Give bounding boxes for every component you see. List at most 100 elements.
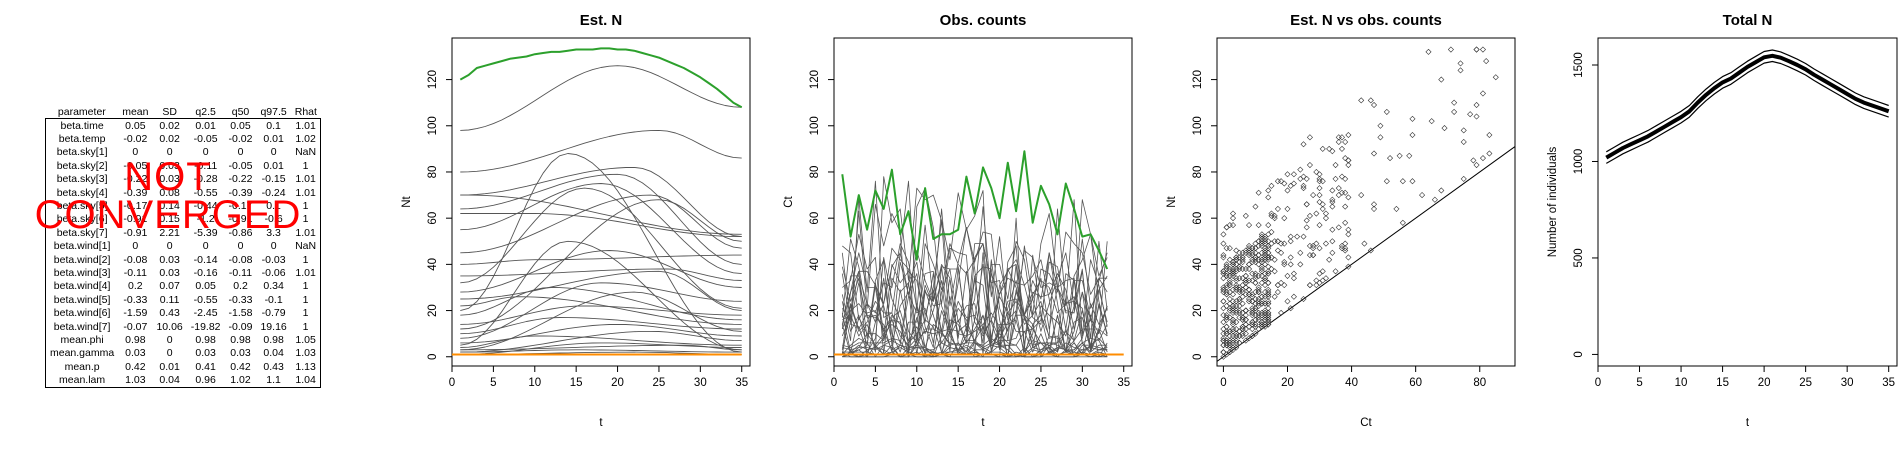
parameter-name-cell: beta.wind[7] [53, 320, 111, 333]
scatter-point [1242, 212, 1249, 219]
table-row: beta.time 0.05 0.02 0.01 0.05 0.1 1.01 [46, 119, 321, 133]
background-series-line [842, 261, 1108, 353]
background-series-line [460, 305, 742, 325]
chart-title: Obs. counts [940, 12, 1027, 29]
scatter-point [1300, 141, 1307, 148]
scatter-point [1294, 233, 1301, 240]
scatter-point [1278, 249, 1285, 256]
scatter-point [1492, 74, 1499, 81]
scatter-point [1223, 302, 1230, 309]
value-cell: 10.06 [156, 320, 183, 333]
x-tick-label: 0 [449, 377, 455, 389]
scatter-point [1300, 173, 1307, 180]
scatter-point [1486, 131, 1493, 139]
scatter-point [1316, 245, 1323, 252]
scatter-point [1316, 198, 1323, 206]
scatter-point [1246, 286, 1253, 293]
scatter-point [1393, 205, 1400, 212]
column-header: parameter [57, 105, 106, 118]
scatter-point [1223, 224, 1230, 231]
y-tick-label: 20 [427, 304, 439, 317]
scatter-point [1262, 300, 1269, 307]
scatter-point [1223, 284, 1230, 291]
scatter-point [1409, 115, 1416, 122]
table-row: beta.sky[7] -0.91 2.21 -5.39 -0.86 3.3 1.01 [46, 226, 321, 239]
y-tick-label: 80 [809, 166, 821, 179]
x-tick-label: 20 [611, 377, 624, 389]
scatter-point [1233, 339, 1240, 346]
scatter-point [1306, 162, 1313, 169]
chart-title: Est. N vs obs. counts [1290, 12, 1442, 29]
scatter-point [1233, 330, 1240, 337]
scatter-point [1287, 233, 1294, 240]
value-cell: -0.02 [228, 133, 253, 146]
scatter-point [1226, 314, 1233, 321]
scatter-point [1265, 298, 1272, 305]
scatter-point [1233, 256, 1240, 263]
scatter-point [1271, 215, 1278, 222]
x-tick-label: 20 [1758, 377, 1771, 389]
scatter-point [1274, 205, 1281, 212]
scatter-point [1229, 272, 1237, 279]
scatter-point [1335, 185, 1342, 192]
scatter-point [1278, 178, 1285, 185]
scatter-point [1329, 187, 1336, 194]
table-row: beta.temp -0.02 0.02 -0.05 -0.02 0.01 1.02 [46, 132, 321, 145]
background-series-line [841, 312, 1108, 358]
scatter-point [1409, 131, 1416, 139]
scatter-point [1342, 240, 1349, 247]
scatter-point [1223, 224, 1230, 231]
scatter-point [1255, 289, 1262, 296]
x-tick-label: 10 [528, 377, 541, 389]
value-cell: -19.82 [190, 320, 221, 333]
scatter-point [1306, 252, 1313, 259]
value-cell: -0.22 [123, 173, 148, 186]
scatter-point [1246, 242, 1253, 249]
scatter-point [1274, 178, 1281, 185]
plot-frame [1216, 37, 1516, 367]
value-cell: 1.13 [295, 360, 316, 373]
value-cell: 1.03 [125, 374, 146, 387]
scatter-point [1345, 231, 1352, 238]
value-cell: 0.01 [159, 360, 180, 373]
y-tick-label: 120 [1192, 70, 1204, 89]
scatter-point [1233, 254, 1240, 261]
table-row: beta.sky[1] 0 0 0 0 0 NaN [46, 146, 321, 159]
value-cell: 1 [302, 307, 309, 320]
scatter-point [1274, 282, 1281, 289]
table-row: mean.phi 0.98 0 0.98 0.98 0.98 1.05 [46, 333, 321, 346]
scatter-point [1479, 90, 1486, 97]
background-series-line [460, 268, 742, 281]
value-cell: 1.01 [295, 119, 316, 132]
scatter-point [1300, 185, 1307, 192]
scatter-point [1239, 259, 1246, 266]
scatter-point [1258, 268, 1265, 275]
scatter-point [1255, 286, 1262, 293]
scatter-point [1438, 76, 1445, 83]
scatter-point [1300, 233, 1307, 240]
scatter-point [1316, 175, 1323, 182]
value-cell: 0.1 [266, 200, 281, 213]
scatter-point [1220, 305, 1227, 312]
scatter-point [1249, 270, 1256, 277]
table-row: beta.wind[7] -0.07 10.06 -19.82 -0.09 19.16 1 [46, 320, 321, 333]
column-header: q50 [231, 105, 250, 118]
value-cell: -0.33 [228, 293, 253, 306]
scatter-point [1220, 240, 1227, 247]
scatter-point [1249, 298, 1256, 305]
value-cell: 0 [166, 347, 173, 360]
scatter-point [1252, 240, 1259, 247]
scatter-point [1297, 249, 1304, 256]
y-tick-label: 120 [427, 70, 439, 89]
scatter-point [1229, 309, 1237, 316]
scatter-point [1262, 277, 1269, 284]
x-tick-label: 10 [1675, 377, 1688, 389]
x-tick-label: 15 [570, 377, 583, 389]
scatter-point [1303, 201, 1310, 208]
scatter-point [1220, 268, 1227, 275]
scatter-point [1246, 277, 1253, 284]
y-tick-label: 20 [1192, 304, 1204, 317]
value-cell: 0.96 [195, 374, 216, 387]
x-tick-label: 5 [1636, 377, 1642, 389]
scatter-point [1242, 279, 1249, 286]
